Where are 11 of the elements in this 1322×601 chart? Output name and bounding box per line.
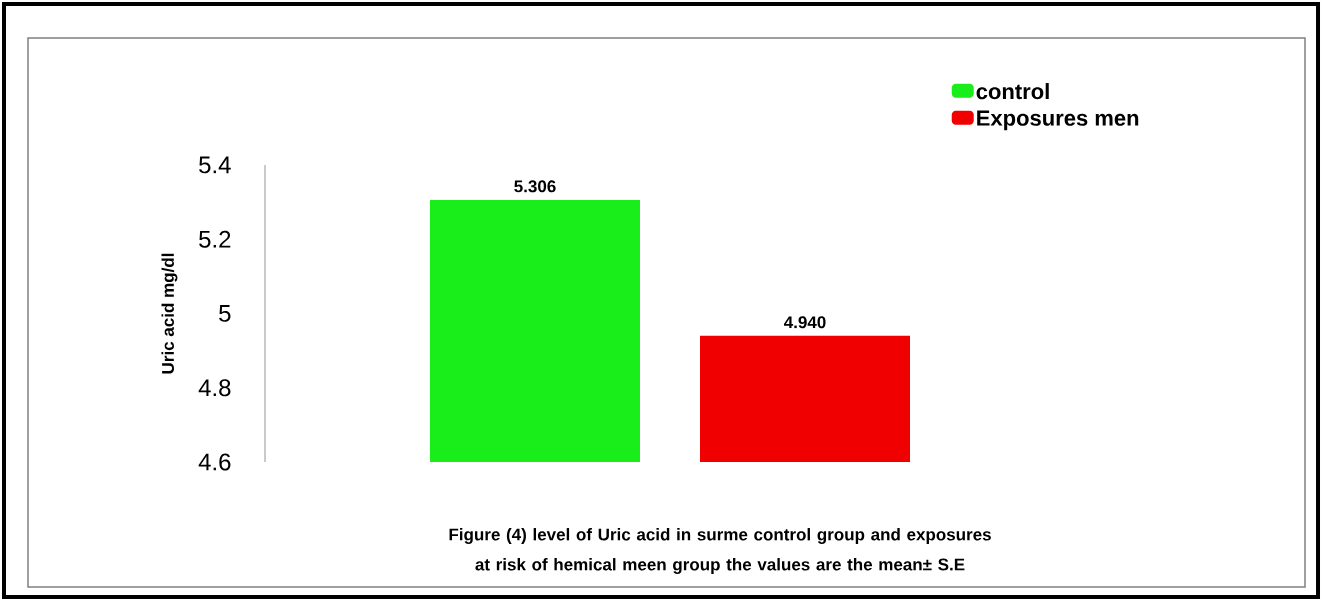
text: Figure (4) level of Uric acid in surme control group and exposures at risk of hemical meen group the values are the mean± S.E <box>449 528 991 574</box>
y-tick-label: 5.2 <box>199 230 231 248</box>
y-tick-label: 4.6 <box>198 453 231 471</box>
legend-label: Exposures men <box>977 110 1139 131</box>
y-tick-label: 5 <box>219 305 231 322</box>
y-axis-title: Uric acid mg/dl <box>161 253 178 374</box>
data-label: 5.306 <box>514 180 556 193</box>
data-label: 4.940 <box>783 316 826 329</box>
legend-label: control <box>976 83 1049 100</box>
y-tick-label: 5.4 <box>199 156 231 174</box>
y-tick-label: 4.8 <box>198 379 231 397</box>
